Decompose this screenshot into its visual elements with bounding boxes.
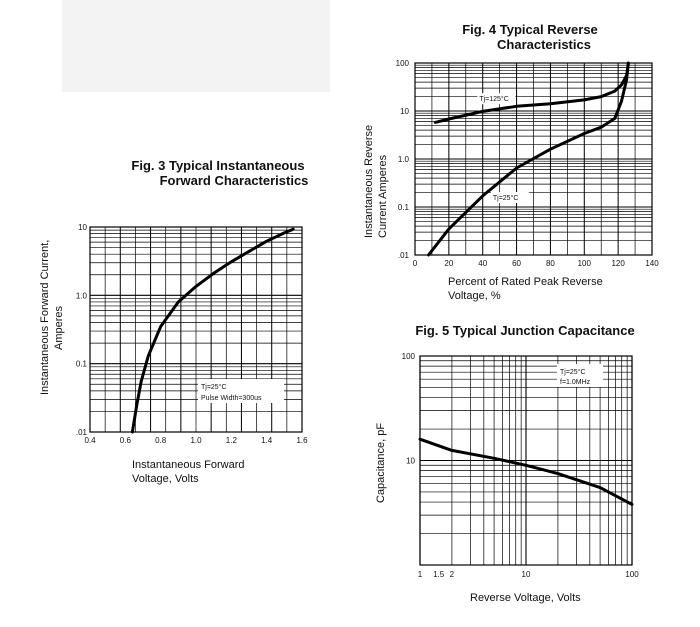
fig3-xlabel-line-2: Voltage, Volts	[132, 473, 199, 485]
fig5-x-tick: 1.5	[433, 570, 445, 579]
fig3-y-tick: .01	[76, 428, 88, 437]
fig5-frame	[419, 355, 633, 566]
fig4-series-line-1	[427, 61, 630, 257]
fig5-y-tick: 100	[402, 352, 416, 361]
fig3-y-tick: 10	[78, 223, 87, 232]
fig3-legend-tj: Tj=25°C	[201, 383, 227, 391]
fig3-y-tick: 0.1	[76, 360, 88, 369]
fig4-y-tick: .01	[398, 251, 410, 260]
fig4-y-tick: 0.1	[398, 203, 410, 212]
fig4-series-line-0	[433, 62, 630, 124]
fig4-y-tick: 100	[396, 59, 410, 68]
fig3-title: Fig. 3 Typical Instantaneous Forward Cha…	[118, 158, 318, 188]
fig4-x-tick: 140	[645, 259, 659, 268]
fig3-x-tick: 0.4	[84, 436, 96, 445]
fig5-y-tick: 10	[406, 457, 415, 466]
fig5-title-line-1: Fig. 5 Typical Junction Capacitance	[415, 323, 635, 338]
fig4-x-tick: 0	[413, 259, 418, 268]
fig4-xlabel: Percent of Rated Peak Reverse Voltage, %	[448, 275, 603, 303]
fig5-series-line-0	[418, 437, 634, 506]
fig4-title-line-2: Characteristics	[497, 37, 591, 52]
fig3-legend-box	[198, 379, 284, 403]
fig5-title: Fig. 5 Typical Junction Capacitance	[405, 323, 645, 338]
blank-header-box	[62, 0, 330, 92]
fig5-xlabel-line-1: Reverse Voltage, Volts	[470, 592, 581, 604]
fig4-x-tick: 100	[578, 259, 592, 268]
fig3-x-tick: 1.0	[190, 436, 202, 445]
fig3-x-tick: 0.8	[155, 436, 167, 445]
fig3-frame	[89, 226, 303, 433]
fig5-x-tick: 1	[418, 570, 423, 579]
fig3-title-line-1: Fig. 3 Typical Instantaneous	[131, 158, 305, 173]
fig3-title-line-2: Forward Characteristics	[159, 173, 309, 188]
fig5-x-tick: 100	[625, 570, 639, 579]
fig4-title: Fig. 4 Typical Reverse Characteristics	[450, 22, 610, 52]
fig5-x-tick: 10	[522, 570, 531, 579]
fig4-x-tick: 120	[611, 259, 625, 268]
fig5-x-tick: 2	[450, 570, 455, 579]
fig3-x-tick: 1.6	[296, 436, 308, 445]
fig5-xlabel: Reverse Voltage, Volts	[470, 591, 581, 605]
fig3-x-tick: 0.6	[120, 436, 132, 445]
fig5-legend-tj: Tj=25°C	[560, 368, 586, 376]
fig4-x-tick: 60	[512, 259, 521, 268]
fig3-xlabel-line-1: Instantaneous Forward	[132, 459, 245, 471]
fig4-xlabel-line-2: Voltage, %	[448, 290, 501, 302]
fig4-series-label-bg-0	[477, 93, 516, 105]
fig3-x-tick: 1.2	[226, 436, 238, 445]
fig3-legend-pulse: Pulse Width=300us	[201, 395, 262, 402]
fig5-legend-freq: f=1.0MHz	[560, 379, 591, 386]
fig4-y-tick: 1.0	[398, 155, 410, 164]
fig4-series-label-1: Tj=25°C	[493, 194, 519, 202]
fig3-x-tick: 1.4	[261, 436, 273, 445]
fig4-x-tick: 20	[444, 259, 453, 268]
fig4-x-tick: 80	[546, 259, 555, 268]
fig4-series-label-0: Tj=125°C	[479, 95, 508, 103]
fig4-y-tick: 10	[400, 107, 409, 116]
fig3-xlabel: Instantaneous Forward Voltage, Volts	[132, 458, 245, 486]
fig5-legend-box	[557, 364, 603, 387]
fig3-y-tick: 1.0	[76, 291, 88, 300]
fig4-x-tick: 40	[478, 259, 487, 268]
fig4-xlabel-line-1: Percent of Rated Peak Reverse	[448, 276, 603, 288]
fig3-series-line-0	[130, 227, 295, 434]
fig4-series-label-bg-1	[490, 191, 529, 203]
fig4-frame	[414, 62, 653, 256]
fig4-title-line-1: Fig. 4 Typical Reverse	[462, 22, 598, 37]
